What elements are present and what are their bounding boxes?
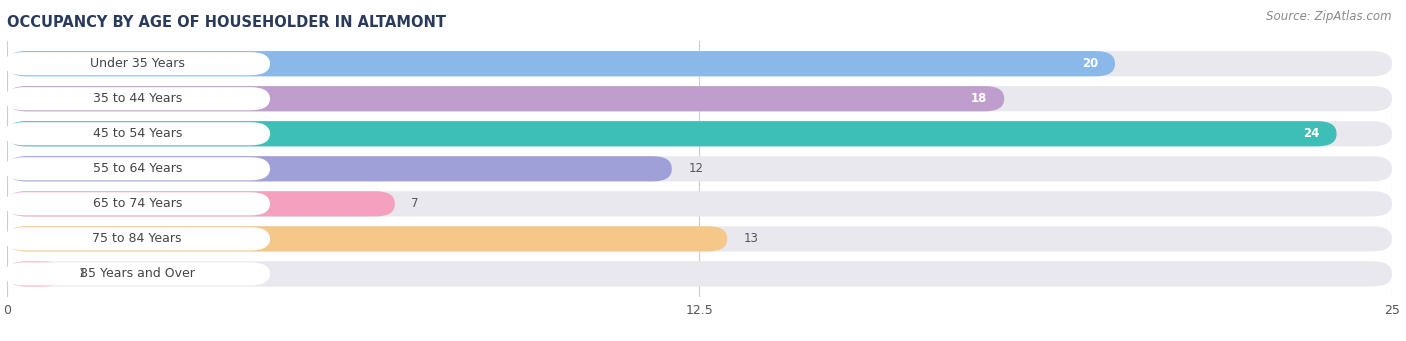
FancyBboxPatch shape	[4, 122, 270, 145]
Text: Source: ZipAtlas.com: Source: ZipAtlas.com	[1267, 10, 1392, 23]
Text: 55 to 64 Years: 55 to 64 Years	[93, 162, 181, 175]
Text: OCCUPANCY BY AGE OF HOUSEHOLDER IN ALTAMONT: OCCUPANCY BY AGE OF HOUSEHOLDER IN ALTAM…	[7, 15, 446, 30]
Text: 20: 20	[1083, 57, 1098, 70]
Text: 7: 7	[412, 197, 419, 210]
FancyBboxPatch shape	[4, 157, 270, 180]
Text: 18: 18	[972, 92, 987, 105]
Text: 13: 13	[744, 232, 759, 246]
Text: 12: 12	[689, 162, 703, 175]
Text: 35 to 44 Years: 35 to 44 Years	[93, 92, 181, 105]
FancyBboxPatch shape	[7, 226, 1392, 251]
FancyBboxPatch shape	[4, 227, 270, 250]
FancyBboxPatch shape	[7, 51, 1392, 76]
Text: Under 35 Years: Under 35 Years	[90, 57, 184, 70]
FancyBboxPatch shape	[4, 52, 270, 75]
FancyBboxPatch shape	[4, 192, 270, 216]
FancyBboxPatch shape	[7, 226, 727, 251]
FancyBboxPatch shape	[7, 121, 1392, 146]
Text: 75 to 84 Years: 75 to 84 Years	[93, 232, 181, 246]
FancyBboxPatch shape	[7, 86, 1004, 112]
FancyBboxPatch shape	[7, 261, 62, 286]
Text: 45 to 54 Years: 45 to 54 Years	[93, 127, 181, 140]
FancyBboxPatch shape	[4, 262, 270, 285]
FancyBboxPatch shape	[7, 261, 1392, 286]
FancyBboxPatch shape	[4, 87, 270, 110]
FancyBboxPatch shape	[7, 86, 1392, 112]
FancyBboxPatch shape	[7, 191, 395, 217]
FancyBboxPatch shape	[7, 156, 672, 181]
Text: 24: 24	[1303, 127, 1320, 140]
FancyBboxPatch shape	[7, 51, 1115, 76]
FancyBboxPatch shape	[7, 121, 1337, 146]
FancyBboxPatch shape	[7, 191, 1392, 217]
Text: 1: 1	[79, 267, 87, 280]
Text: 85 Years and Over: 85 Years and Over	[80, 267, 194, 280]
FancyBboxPatch shape	[7, 156, 1392, 181]
Text: 65 to 74 Years: 65 to 74 Years	[93, 197, 181, 210]
